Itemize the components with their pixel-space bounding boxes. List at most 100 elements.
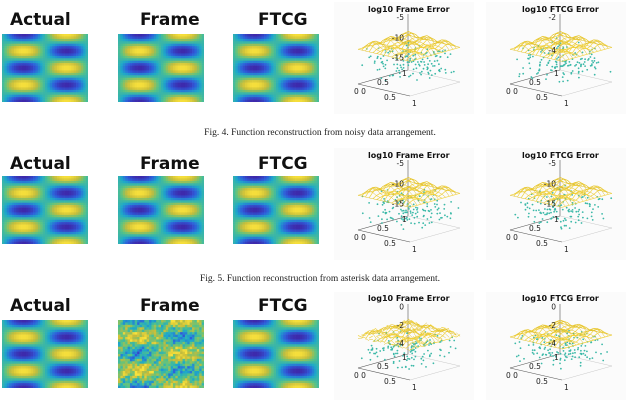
- scatter-point: [519, 73, 521, 75]
- heat-cell: [281, 61, 284, 64]
- heat-cell: [14, 41, 17, 44]
- heat-cell: [192, 97, 195, 100]
- heat-cell: [33, 188, 36, 191]
- heat-cell: [166, 68, 169, 71]
- heat-cell: [78, 90, 81, 93]
- heat-cell: [154, 95, 157, 98]
- heat-cell: [183, 73, 186, 76]
- heat-cell: [24, 90, 27, 93]
- heat-cell: [4, 90, 7, 93]
- heat-cell: [156, 63, 159, 66]
- heat-cell: [14, 203, 17, 206]
- heat-cell: [266, 61, 269, 64]
- heat-cell: [305, 44, 308, 47]
- heat-cell: [190, 90, 193, 93]
- heat-cell: [240, 92, 243, 95]
- heat-cell: [271, 51, 274, 54]
- heat-cell: [21, 188, 24, 191]
- heat-cell: [67, 220, 70, 223]
- heat-cell: [76, 205, 79, 208]
- heat-cell: [300, 73, 303, 76]
- heat-cell: [309, 58, 312, 61]
- heat-cell: [52, 215, 55, 218]
- heat-cell: [118, 66, 121, 69]
- heat-cell: [245, 41, 248, 44]
- surface-mesh-line: [529, 52, 533, 54]
- heat-cell: [290, 100, 293, 102]
- heat-cell: [187, 80, 190, 83]
- heat-cell: [250, 34, 253, 37]
- heat-cell: [67, 222, 70, 225]
- heat-cell: [45, 53, 48, 56]
- heat-cell: [128, 90, 131, 93]
- heat-cell: [26, 75, 29, 78]
- heat-cell: [259, 75, 262, 78]
- heat-cell: [40, 80, 43, 83]
- heat-cell: [147, 66, 150, 69]
- scatter-point: [547, 62, 549, 64]
- heat-cell: [40, 56, 43, 59]
- heat-cell: [62, 227, 65, 230]
- heat-cell: [59, 70, 62, 73]
- heat-cell: [168, 95, 171, 98]
- heat-cell: [166, 58, 169, 61]
- heat-cell: [123, 53, 126, 56]
- heat-cell: [312, 70, 315, 73]
- heat-cell: [238, 61, 241, 64]
- heat-cell: [235, 90, 238, 93]
- heat-cell: [240, 49, 243, 52]
- heat-cell: [149, 34, 152, 37]
- heat-cell: [38, 217, 41, 220]
- heat-cell: [33, 51, 36, 54]
- heat-cell: [190, 39, 193, 42]
- heat-cell: [286, 53, 289, 56]
- heat-cell: [240, 90, 243, 93]
- heat-cell: [26, 39, 29, 42]
- surface-mesh-line: [528, 47, 532, 49]
- heat-cell: [19, 217, 22, 220]
- heat-cell: [132, 80, 135, 83]
- heat-cell: [45, 195, 48, 198]
- scatter-point: [587, 59, 589, 61]
- heat-cell: [173, 83, 176, 86]
- heat-cell: [7, 212, 10, 215]
- heat-cell: [4, 183, 7, 186]
- scatter-point: [396, 70, 398, 72]
- heat-cell: [151, 63, 154, 66]
- heat-cell: [288, 90, 291, 93]
- heat-cell: [137, 68, 140, 71]
- heat-cell: [125, 68, 128, 71]
- heat-cell: [62, 56, 65, 59]
- heat-cell: [266, 46, 269, 49]
- heat-cell: [264, 61, 267, 64]
- heat-cell: [21, 51, 24, 54]
- heat-cell: [125, 51, 128, 54]
- heat-cell: [271, 73, 274, 76]
- heat-cell: [309, 46, 312, 49]
- heat-cell: [302, 68, 305, 71]
- surface-mesh-line: [572, 48, 576, 53]
- heat-cell: [255, 63, 258, 66]
- heat-cell: [67, 61, 70, 64]
- heat-cell: [81, 198, 84, 201]
- heat-cell: [31, 217, 34, 220]
- heat-cell: [163, 90, 166, 93]
- heat-cell: [156, 85, 159, 88]
- heat-cell: [257, 85, 260, 88]
- heat-cell: [288, 92, 291, 95]
- heat-cell: [281, 46, 284, 49]
- heat-cell: [283, 90, 286, 93]
- heat-cell: [76, 85, 79, 88]
- heat-cell: [302, 53, 305, 56]
- heat-cell: [86, 87, 88, 90]
- heat-cell: [278, 56, 281, 59]
- heat-cell: [305, 63, 308, 66]
- heat-cell: [125, 34, 128, 37]
- heat-cell: [12, 225, 15, 228]
- heat-cell: [38, 95, 41, 98]
- heat-cell: [173, 87, 176, 90]
- heat-cell: [235, 61, 238, 64]
- heat-cell: [147, 63, 150, 66]
- heat-cell: [62, 92, 65, 95]
- heat-cell: [300, 68, 303, 71]
